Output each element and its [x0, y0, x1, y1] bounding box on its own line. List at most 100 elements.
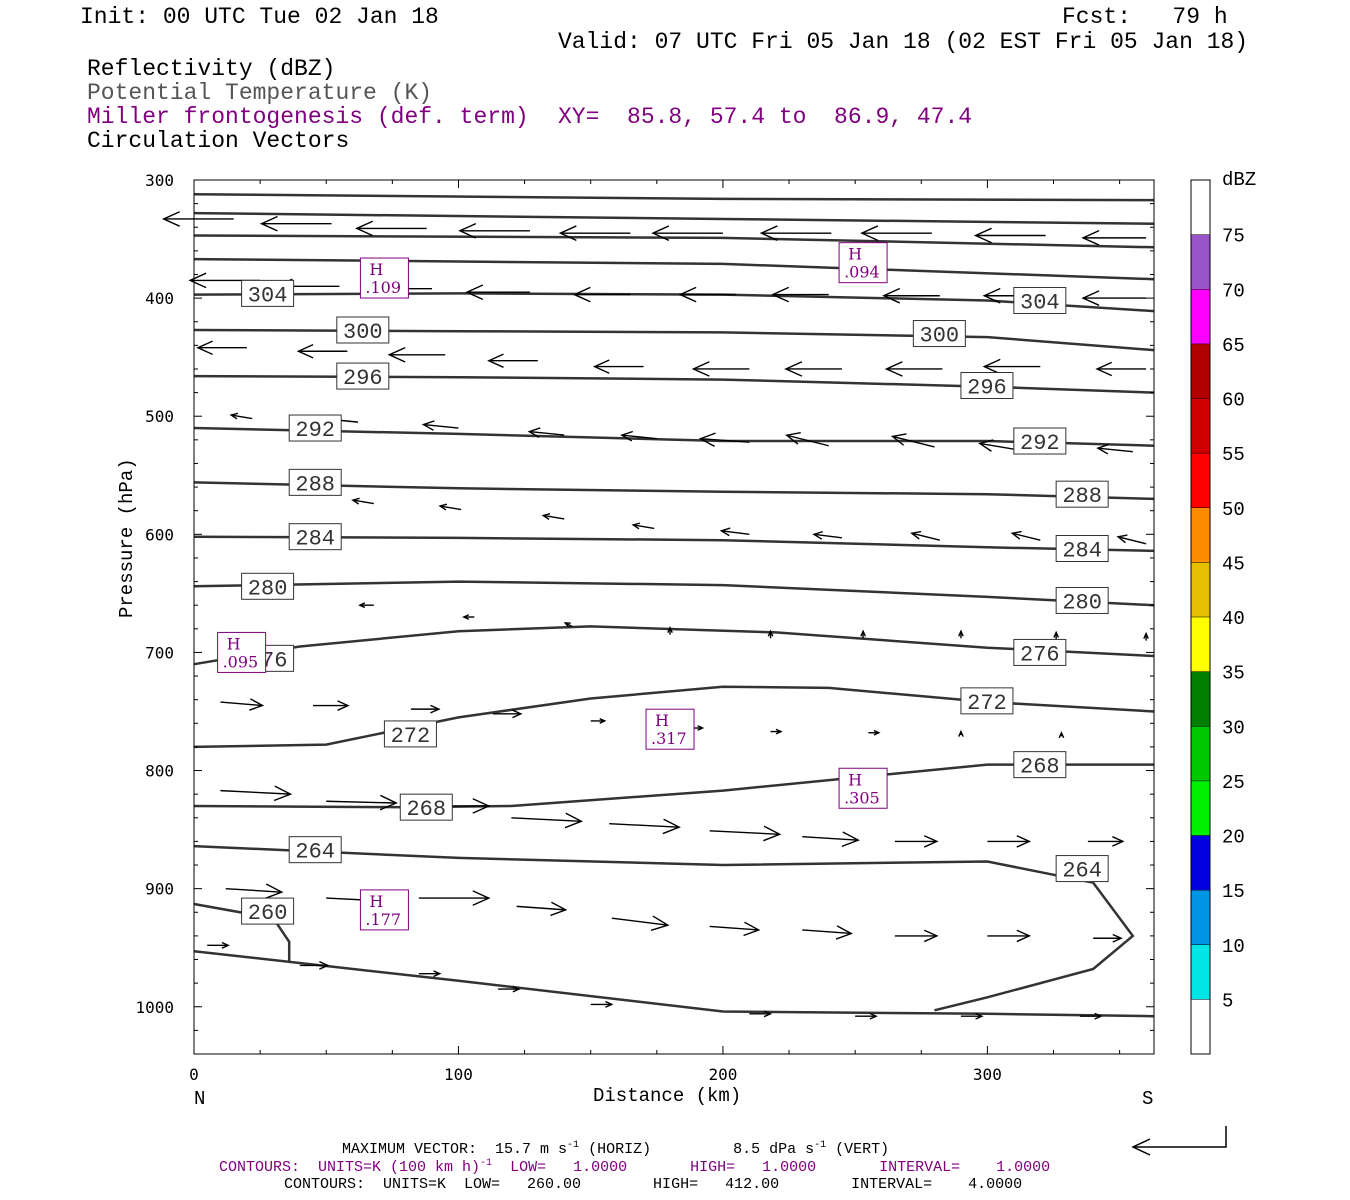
circulation-vector	[220, 698, 265, 711]
theta-label-box	[288, 468, 342, 496]
contours-theta: CONTOURS: UNITS=K LOW= 260.00 HIGH= 412.…	[284, 1176, 1023, 1193]
vector-head	[982, 287, 1001, 304]
circulation-vector	[161, 211, 234, 227]
vector-head	[541, 513, 551, 520]
colorbar-segment	[1191, 343, 1210, 399]
circulation-vector	[355, 220, 427, 237]
vector-shaft	[529, 430, 565, 436]
reference-vector-icon	[1131, 1126, 1227, 1156]
circulation-vector	[958, 729, 964, 737]
circulation-vector	[855, 1012, 878, 1020]
vector-head	[697, 725, 705, 731]
colorbar-label: 45	[1222, 553, 1245, 575]
y-tick-label: 400	[145, 289, 174, 308]
circulation-vector	[749, 1010, 773, 1018]
vector-shaft	[439, 505, 462, 511]
theta-contour-extra-15	[193, 234, 1155, 249]
theta-contour-extra-14	[193, 211, 1155, 225]
x-tick-label: 300	[973, 1065, 1002, 1084]
vector-shaft	[786, 434, 829, 447]
north-label: N	[194, 1088, 206, 1110]
circulation-vector	[770, 728, 783, 735]
colorbar-label: 70	[1222, 280, 1245, 302]
vector-head	[221, 941, 230, 949]
vector-head	[958, 629, 964, 637]
theta-label: 288	[1062, 484, 1102, 509]
theta-contour-260	[193, 902, 291, 962]
vector-head	[763, 1010, 773, 1018]
colorbar-label: 35	[1222, 663, 1245, 685]
circulation-vector	[387, 346, 446, 363]
colorbar-unit: dBZ	[1222, 169, 1257, 191]
circulation-vector	[1079, 1012, 1103, 1020]
circulation-vector	[894, 929, 939, 943]
theta-label: 300	[343, 320, 383, 345]
colorbar-label: 30	[1222, 717, 1245, 739]
circulation-vector	[516, 901, 568, 917]
theta-label-box	[241, 279, 295, 307]
vector-head	[978, 439, 994, 452]
vector-head	[487, 353, 504, 368]
high-letter: H	[848, 245, 862, 264]
vector-head	[527, 427, 541, 438]
vector-head	[430, 704, 441, 714]
vector-shaft	[802, 835, 859, 841]
colorbar-segment	[1191, 671, 1210, 727]
contours-frontogenesis: CONTOURS: UNITS=K (100 km h)-1 LOW= 1.00…	[219, 1158, 1051, 1176]
vector-head	[631, 522, 641, 530]
theta-label-box	[912, 320, 966, 348]
vector-head	[910, 530, 922, 540]
circulation-vector	[299, 961, 330, 970]
circulation-vector	[771, 286, 829, 303]
vector-head	[438, 503, 448, 511]
circulation-vector	[1095, 361, 1147, 377]
colorbar-segment	[1191, 617, 1210, 672]
vector-head	[550, 901, 568, 917]
x-axis-label: Distance (km)	[593, 1085, 742, 1107]
vector-head	[512, 709, 523, 719]
axes: 0 100 200 300 300 400 500 600 700 800 900 1000	[135, 171, 1154, 1084]
vector-head	[860, 225, 879, 241]
vector-head	[558, 225, 577, 241]
vector-head	[1016, 929, 1032, 943]
vector-head	[767, 629, 774, 637]
y-tick-label: 300	[145, 171, 174, 190]
colorbar-segment	[1191, 890, 1210, 945]
field-vectors: Circulation Vectors	[87, 128, 350, 154]
vector-head	[698, 432, 716, 447]
theta-label-box	[336, 316, 390, 344]
vector-head	[462, 614, 470, 620]
theta-contour-288	[193, 481, 1155, 501]
vector-shaft	[609, 822, 680, 828]
high-value: .109	[365, 278, 401, 297]
circulation-vector	[894, 835, 939, 848]
vector-head	[869, 1012, 878, 1020]
theta-contour-276	[193, 625, 1155, 666]
vector-head	[719, 527, 731, 537]
vector-head	[759, 225, 778, 241]
vector-head	[620, 430, 634, 442]
circulation-vector	[418, 970, 442, 978]
theta-label-box	[241, 897, 295, 925]
high-value: .094	[844, 263, 880, 282]
circulation-vector	[698, 432, 750, 447]
vector-head	[379, 794, 398, 811]
circulation-vector	[1087, 836, 1125, 847]
theta-contour-extra-13	[193, 192, 1155, 202]
vector-shaft	[220, 789, 291, 795]
high-box	[359, 889, 409, 931]
circulation-vector	[465, 284, 530, 301]
colorbar-segment	[1191, 562, 1210, 617]
vector-head	[650, 915, 670, 932]
high-box	[217, 631, 267, 673]
vector-head	[572, 286, 591, 303]
circulation-vector	[259, 215, 332, 232]
forecast-hour: Fcst: 79 h	[1062, 4, 1228, 30]
vector-head	[1081, 230, 1100, 246]
circulation-vector	[1081, 230, 1147, 246]
vector-head	[1112, 836, 1125, 847]
theta-contour-extra-12	[193, 949, 1155, 1018]
circulation-vector	[719, 527, 750, 537]
circulation-vector	[678, 286, 737, 303]
colorbar-segment	[1191, 453, 1210, 508]
